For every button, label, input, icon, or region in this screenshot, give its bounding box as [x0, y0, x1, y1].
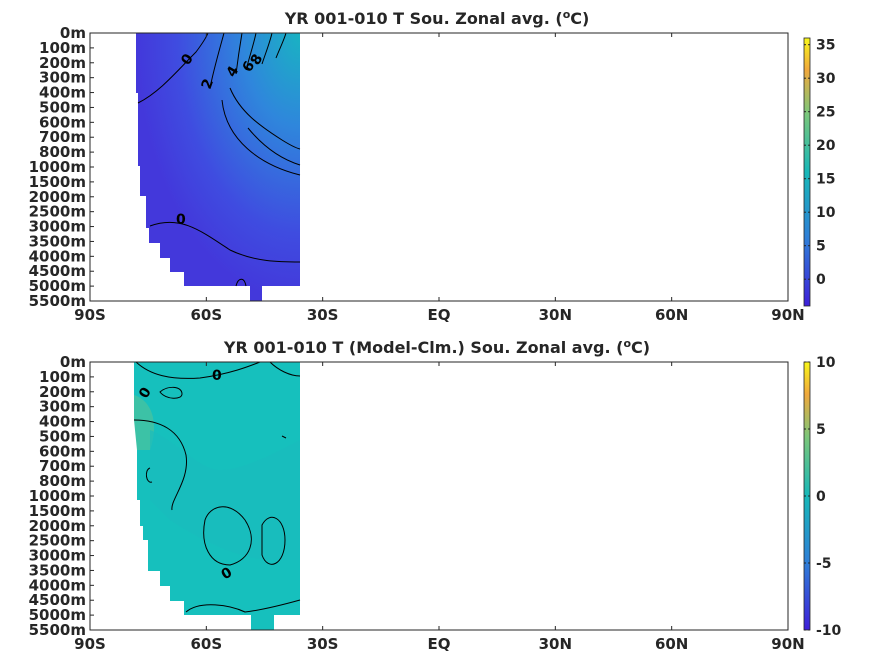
panel1-y-tick-label: 500m — [39, 98, 86, 116]
panel1-y-ticks: 0m100m200m300m400m500m600m700m800m1000m1… — [29, 24, 94, 310]
panel1-y-tick-label: 2500m — [29, 203, 86, 221]
panel1-y-tick-label: 0m — [60, 24, 86, 42]
panel2-y-ticks: 0m100m200m300m400m500m600m700m800m1000m1… — [29, 353, 94, 639]
panel2-y-tick-label: 600m — [39, 442, 86, 460]
panel2-y-tick-label: 4500m — [29, 591, 86, 609]
panel2-colorbar-ticks: -10 -5 0 5 10 — [804, 355, 842, 639]
panel-model-minus-climatology: YR 001-010 T (Model-Clm.) Sou. Zonal avg… — [29, 337, 842, 653]
panel2-colorbar-tick-label: 0 — [816, 489, 826, 505]
panel1-y-tick-label: 1000m — [29, 158, 86, 176]
panel1-colorbar-tick-label: 10 — [816, 205, 836, 221]
panel1-y-tick-label: 3500m — [29, 232, 86, 250]
panel2-x-tick-label: 90N — [771, 635, 804, 653]
panel1-contour-label: 0 — [176, 212, 186, 228]
panel2-x-tick-label: EQ — [428, 635, 451, 653]
panel2-colorbar-tick-label: 10 — [816, 355, 836, 371]
panel1-y-tick-label: 800m — [39, 143, 86, 161]
panel2-x-tick-label: 30N — [539, 635, 572, 653]
panel1-y-tick-label: 400m — [39, 84, 86, 102]
panel2-x-tick-label: 30S — [307, 635, 339, 653]
panel1-contours — [137, 32, 301, 287]
panel2-y-tick-label: 5000m — [29, 606, 86, 624]
panel1-x-tick-label: 90N — [771, 306, 804, 324]
panel2-y-tick-label: 500m — [39, 427, 86, 445]
panel2-y-tick-label: 100m — [39, 368, 86, 386]
panel1-x-tick-label: 90S — [74, 306, 106, 324]
panel1-y-tick-label: 600m — [39, 113, 86, 131]
panel2-y-tick-label: 300m — [39, 398, 86, 416]
panel1-colorbar — [803, 37, 811, 307]
panel2-y-tick-label: 800m — [39, 472, 86, 490]
panel2-colorbar-tick-label: -5 — [816, 556, 832, 572]
panel2-colorbar-tick-label: -10 — [816, 623, 842, 639]
panel1-y-tick-label: 3000m — [29, 218, 86, 236]
panel2-warm-patch — [134, 395, 155, 450]
panel1-colorbar-tick-label: 15 — [816, 172, 835, 188]
panel2-y-tick-label: 700m — [39, 457, 86, 475]
panel1-colorbar-ticks: 0 5 10 15 20 25 30 35 — [804, 38, 836, 288]
panel1-colorbar-tick-label: 35 — [816, 38, 835, 54]
panel1-x-tick-label: 30N — [539, 306, 572, 324]
panel2-y-tick-label: 5500m — [29, 621, 86, 639]
panel1-x-tick-label: 60N — [655, 306, 688, 324]
panel2-contour-label: 0 — [212, 368, 222, 384]
panel1-data-field — [136, 33, 300, 301]
panel2-title: YR 001-010 T (Model-Clm.) Sou. Zonal avg… — [223, 337, 650, 357]
panel2-y-tick-label: 1000m — [29, 487, 86, 505]
panel2-y-tick-label: 3500m — [29, 561, 86, 579]
panel2-y-tick-label: 400m — [39, 413, 86, 431]
panel1-y-tick-label: 5500m — [29, 292, 86, 310]
panel1-colorbar-tick-label: 25 — [816, 105, 835, 121]
panel2-y-tick-label: 200m — [39, 383, 86, 401]
panel2-colorbar-tick-label: 5 — [816, 422, 826, 438]
panel1-y-tick-label: 2000m — [29, 188, 86, 206]
panel2-contours — [133, 361, 301, 613]
panel2-y-tick-label: 1500m — [29, 502, 86, 520]
panel2-y-tick-label: 2500m — [29, 532, 86, 550]
panel1-y-tick-label: 100m — [39, 39, 86, 57]
panel1-x-tick-label: 60S — [190, 306, 222, 324]
panel-temperature: YR 001-010 T Sou. Zonal avg. (oC) 0 2 4 … — [29, 8, 836, 324]
panel2-x-tick-label: 60S — [190, 635, 222, 653]
panel1-y-tick-label: 200m — [39, 54, 86, 72]
panel1-y-tick-label: 1500m — [29, 173, 86, 191]
panel1-x-tick-label: 30S — [307, 306, 339, 324]
panel1-x-ticks: 90S 60S 30S EQ 30N 60N 90N — [74, 33, 805, 324]
panel1-y-tick-label: 5000m — [29, 277, 86, 295]
panel2-y-tick-label: 2000m — [29, 517, 86, 535]
panel1-x-tick-label: EQ — [428, 306, 451, 324]
panel2-x-tick-label: 60N — [655, 635, 688, 653]
panel1-y-tick-label: 4000m — [29, 247, 86, 265]
panel1-colorbar-tick-label: 0 — [816, 272, 826, 288]
panel2-y-tick-label: 4000m — [29, 576, 86, 594]
panel1-y-tick-label: 700m — [39, 128, 86, 146]
panel1-title: YR 001-010 T Sou. Zonal avg. (oC) — [284, 8, 590, 28]
panel1-colorbar-tick-label: 5 — [816, 239, 826, 255]
panel2-x-ticks: 90S 60S 30S EQ 30N 60N 90N — [74, 362, 805, 653]
panel2-y-tick-label: 3000m — [29, 547, 86, 565]
panel2-y-tick-label: 0m — [60, 353, 86, 371]
panel2-x-tick-label: 90S — [74, 635, 106, 653]
panel1-colorbar-tick-label: 30 — [816, 71, 836, 87]
panel1-colorbar-tick-label: 20 — [816, 138, 836, 154]
panel1-y-tick-label: 4500m — [29, 262, 86, 280]
panel1-y-tick-label: 300m — [39, 69, 86, 87]
